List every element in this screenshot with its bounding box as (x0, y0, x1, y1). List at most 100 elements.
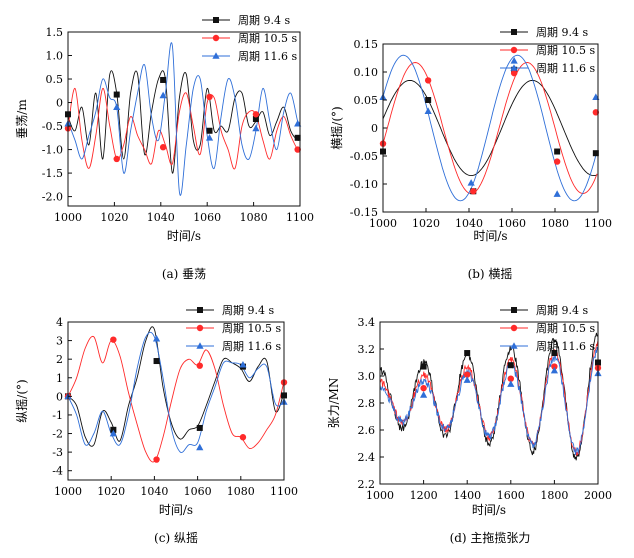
data-point-2-5 (553, 158, 561, 165)
x-axis-label: 时间/s (159, 503, 193, 517)
x-tick-label: 1060 (498, 217, 526, 230)
panel-caption: (d) 主拖揽张力 (450, 531, 531, 545)
legend-label-3: 周期 11.6 s (222, 340, 281, 353)
data-point-3-5 (553, 190, 561, 197)
data-point-2-2 (424, 77, 432, 84)
x-tick-label: 1100 (584, 217, 612, 230)
chart-panel-a: 1000 1020 1040 1060 1080 1100 -2.0 -1.5 -1.0 -0.5… (15, 14, 314, 281)
data-point-3-2 (463, 376, 471, 383)
y-axis-label: 张力/MN (327, 378, 341, 429)
y-tick-label: 0.10 (354, 66, 379, 79)
x-tick-label: 1020 (412, 217, 440, 230)
legend-marker-3 (212, 52, 220, 59)
y-tick-label: 4 (56, 316, 63, 329)
y-tick-label: 3 (56, 335, 63, 348)
y-tick-label: -1.5 (42, 167, 63, 180)
data-point-1-3 (153, 358, 160, 365)
data-point-1-3 (507, 362, 514, 369)
y-tick-label: 1.5 (46, 26, 64, 39)
legend-label-1: 周期 9.4 s (536, 304, 588, 317)
legend: 周期 9.4 s 周期 10.5 s 周期 11.6 s (500, 304, 595, 353)
data-point-1-4 (206, 127, 213, 134)
data-point-1-6 (592, 150, 599, 157)
legend-marker-2 (510, 324, 518, 332)
y-tick-label: 2.2 (358, 478, 376, 491)
x-tick-label: 1100 (286, 211, 314, 224)
legend-marker-2 (510, 46, 518, 54)
legend-label-2: 周期 10.5 s (536, 322, 595, 335)
x-axis-label: 时间/s (472, 503, 506, 517)
y-axis-label: 垂荡/m (15, 99, 29, 139)
plot-area (68, 326, 284, 463)
y-tick-label: -4 (52, 465, 63, 478)
legend-marker-2 (196, 324, 204, 332)
y-tick-label: -0.10 (350, 178, 378, 191)
data-point-2-3 (470, 188, 477, 195)
legend-label-1: 周期 9.4 s (536, 26, 588, 39)
y-axis-label: 纵摇/(°) (15, 379, 29, 422)
data-point-3-4 (205, 134, 214, 141)
series-line-2 (383, 62, 598, 194)
x-tick-label: 1040 (140, 485, 168, 498)
series-line-2 (68, 335, 284, 463)
data-point-1-5 (554, 148, 561, 155)
series-line-1 (68, 326, 284, 447)
data-point-2-3 (153, 456, 160, 463)
x-tick-label: 1800 (540, 489, 568, 502)
legend: 周期 9.4 s 周期 10.5 s 周期 11.6 s (186, 304, 281, 353)
data-point-3-4 (196, 443, 204, 451)
y-tick-label: 2.4 (358, 451, 376, 464)
panel-caption: (c) 纵摇 (154, 531, 198, 545)
data-point-2-5 (239, 434, 247, 441)
y-tick-label: 3.2 (358, 343, 376, 356)
legend: 周期 9.4 s 周期 10.5 s 周期 11.6 s (202, 14, 297, 63)
legend-marker-1 (197, 307, 203, 313)
x-tick-label: 1080 (227, 485, 255, 498)
x-tick-label: 1020 (100, 211, 128, 224)
legend-label-1: 周期 9.4 s (238, 14, 290, 27)
legend-marker-3 (196, 342, 204, 349)
legend-marker-1 (511, 307, 517, 313)
x-tick-label: 1040 (455, 217, 483, 230)
legend-marker-2 (212, 34, 220, 42)
x-tick-label: 1040 (147, 211, 175, 224)
x-axis-label: 时间/s (167, 229, 201, 243)
data-point-1-2 (464, 350, 471, 357)
data-point-2-4 (510, 69, 518, 77)
data-point-2-2 (464, 371, 471, 378)
data-point-3-3 (467, 179, 475, 186)
data-point-3-5 (239, 360, 247, 368)
series-line-1 (68, 70, 300, 174)
y-tick-label: 0 (371, 122, 378, 135)
data-point-3-2 (424, 107, 432, 114)
data-point-1-4 (196, 424, 203, 431)
x-tick-label: 1080 (240, 211, 268, 224)
y-tick-label: 2 (56, 353, 63, 366)
y-tick-label: 2.8 (358, 397, 376, 410)
y-tick-label: 3.0 (358, 370, 376, 383)
x-tick-label: 1200 (410, 489, 438, 502)
data-point-3-2 (113, 103, 121, 111)
y-tick-label: 0.5 (46, 73, 64, 86)
x-tick-label: 1400 (453, 489, 481, 502)
y-tick-label: 1 (56, 372, 63, 385)
series-line-1 (383, 79, 598, 177)
y-tick-label: 3.4 (358, 316, 376, 329)
panel-caption: (b) 横摇 (468, 267, 513, 281)
plot-area (68, 42, 300, 196)
x-tick-label: 1000 (54, 211, 82, 224)
legend-marker-3 (510, 64, 518, 71)
legend-label-3: 周期 11.6 s (536, 340, 595, 353)
y-tick-label: -1.0 (42, 144, 63, 157)
data-point-2-4 (196, 362, 203, 369)
series-line-3 (68, 42, 300, 196)
series-line-2 (380, 341, 598, 456)
data-point-2-3 (159, 144, 167, 151)
series-line-3 (68, 331, 284, 454)
data-point-2-4 (206, 93, 213, 101)
y-tick-label: -2.0 (42, 191, 63, 204)
series-line-3 (380, 346, 598, 455)
legend-label-2: 周期 10.5 s (238, 32, 297, 45)
data-point-1-2 (425, 97, 432, 103)
data-point-1-1 (420, 363, 427, 370)
